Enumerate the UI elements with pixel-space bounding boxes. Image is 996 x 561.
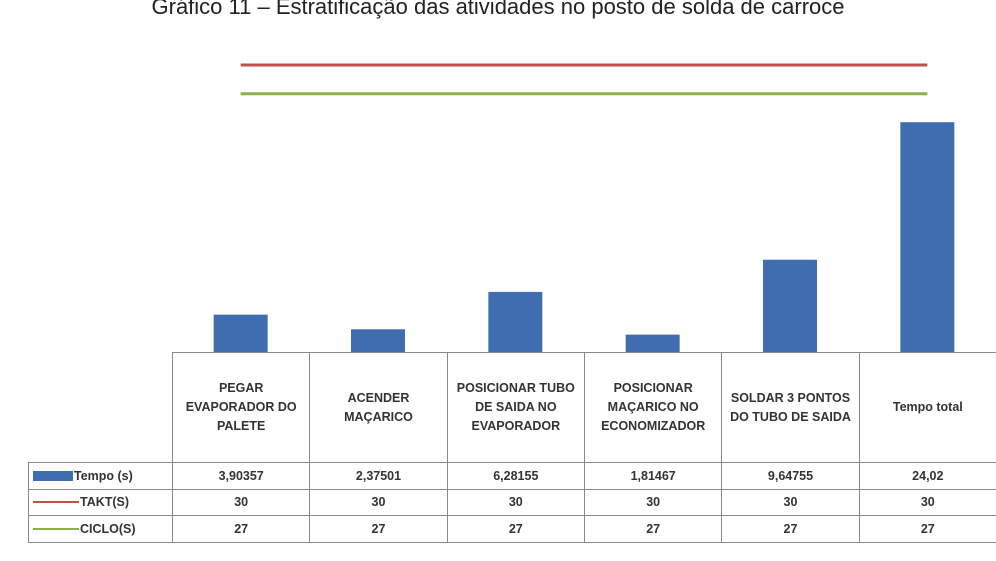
- data-cell: 3,90357: [172, 462, 311, 490]
- data-cell: 27: [858, 515, 996, 543]
- data-cell: 1,81467: [584, 462, 723, 490]
- data-cell: 27: [172, 515, 311, 543]
- legend-label: TAKT(S): [80, 495, 130, 510]
- legend-key: [33, 470, 73, 481]
- category-header: Tempo total: [858, 352, 996, 463]
- category-header: ACENDER MAÇARICO: [309, 352, 448, 463]
- legend-entry: CICLO(S): [28, 515, 173, 543]
- data-cell: 30: [584, 488, 723, 516]
- legend-key: [33, 527, 79, 530]
- data-cell: 24,02: [858, 462, 996, 490]
- legend-label: Tempo (s): [74, 468, 133, 483]
- data-cell: 30: [309, 488, 448, 516]
- data-cell: 6,28155: [446, 462, 585, 490]
- category-header: POSICIONAR TUBO DE SAIDA NO EVAPORADOR: [446, 352, 585, 463]
- bar: [900, 122, 955, 352]
- legend-entry: TAKT(S): [28, 488, 173, 516]
- bar: [625, 334, 680, 352]
- data-cell: 30: [172, 488, 311, 516]
- bar: [488, 291, 543, 352]
- data-cell: 27: [309, 515, 448, 543]
- category-header: PEGAR EVAPORADOR DO PALETE: [172, 352, 311, 463]
- data-cell: 9,64755: [721, 462, 860, 490]
- data-cell: 30: [721, 488, 860, 516]
- data-cell: 27: [584, 515, 723, 543]
- bar: [213, 314, 268, 352]
- legend-label: CICLO(S): [80, 521, 136, 536]
- bar: [763, 259, 817, 352]
- data-cell: 30: [858, 488, 996, 516]
- legend-key: [33, 501, 79, 504]
- bar: [351, 329, 405, 352]
- chart-title: Gráfico 11 – Estratificação das atividad…: [152, 0, 845, 19]
- category-header: SOLDAR 3 PONTOS DO TUBO DE SAIDA: [721, 352, 860, 463]
- data-cell: 30: [446, 488, 585, 516]
- data-cell: 27: [721, 515, 860, 543]
- data-cell: 2,37501: [309, 462, 448, 490]
- legend-entry: Tempo (s): [28, 462, 173, 490]
- category-header: POSICIONAR MAÇARICO NO ECONOMIZADOR: [584, 352, 723, 463]
- data-cell: 27: [446, 515, 585, 543]
